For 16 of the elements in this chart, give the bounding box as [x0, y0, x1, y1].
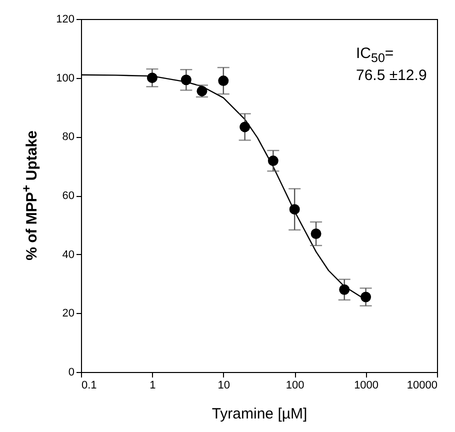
x-tick-label: 10000	[406, 380, 438, 392]
y-tick-label: 0	[68, 366, 74, 378]
y-tick-label: 40	[62, 248, 74, 261]
y-tick-label: 80	[62, 131, 74, 144]
annotation: 76.5 ±12.9	[356, 66, 427, 85]
y-tick-label: 100	[56, 72, 74, 84]
x-tick-label: 1	[150, 380, 156, 392]
x-tick-label: 1000	[354, 380, 379, 392]
y-tick-label: 20	[62, 308, 74, 320]
x-tick-label: 10	[218, 380, 230, 392]
x-axis-title: Tyramine [µM]	[212, 406, 308, 422]
x-tick-label: 0.1	[82, 380, 97, 392]
y-tick-label: 60	[62, 190, 74, 202]
y-tick-label: 120	[56, 14, 74, 26]
annotation: IC$_{50}$=	[356, 44, 394, 67]
x-tick-label: 100	[286, 380, 304, 392]
